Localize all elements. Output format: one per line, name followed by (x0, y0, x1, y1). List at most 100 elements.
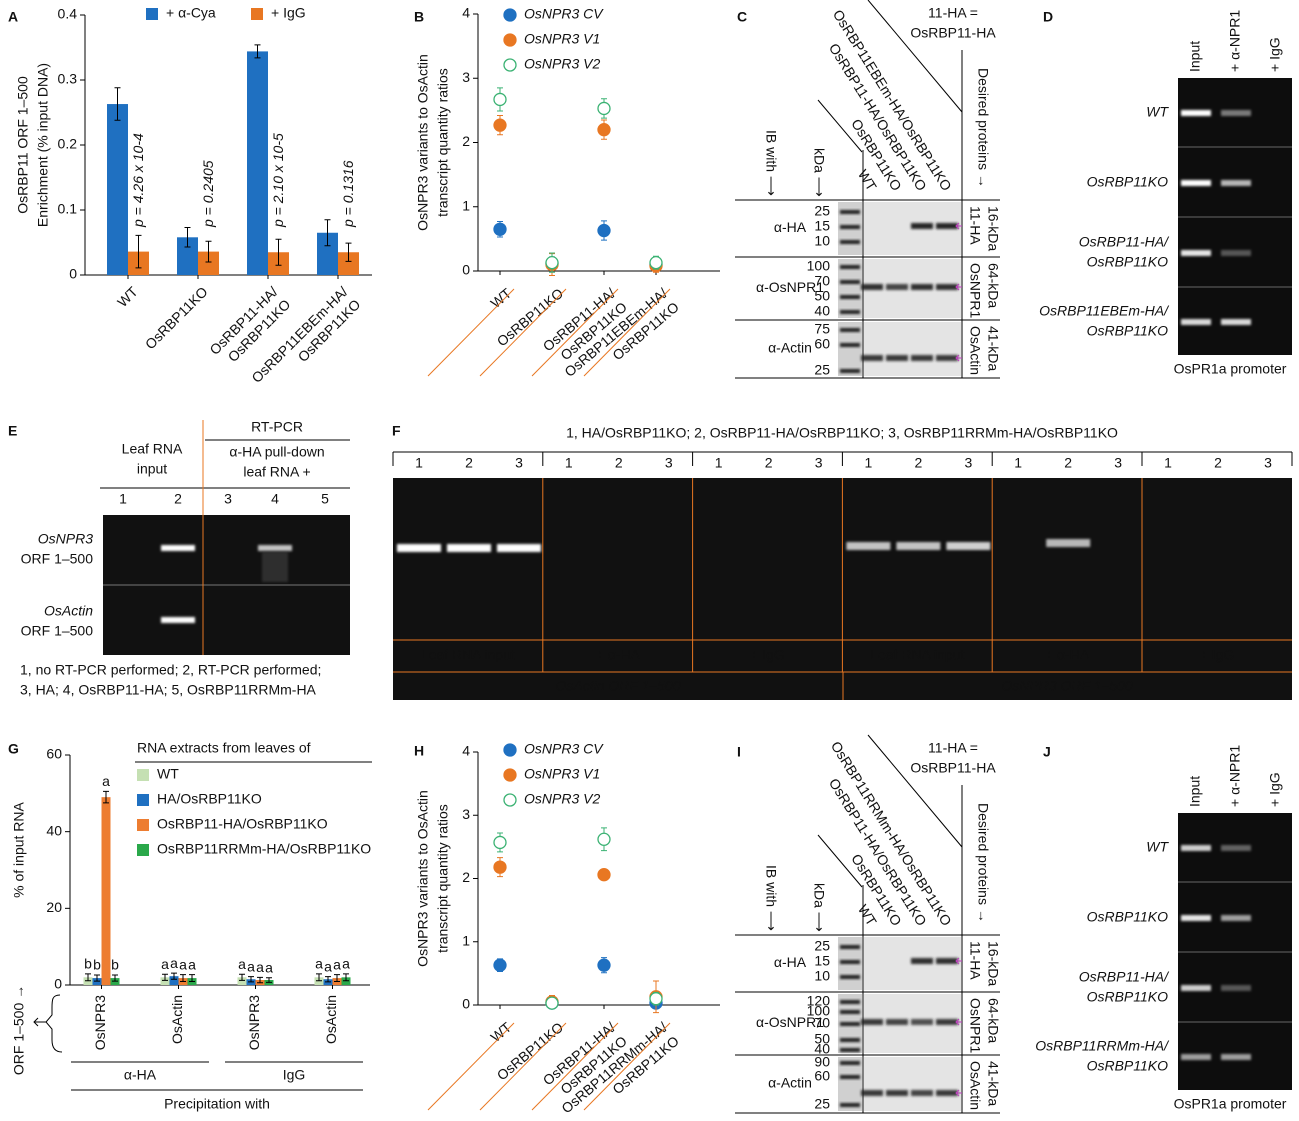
legend-swatch (137, 769, 149, 781)
marker-band (840, 240, 860, 244)
row-label: OsRBP11-HA/ (1079, 234, 1170, 250)
row-label: OsRBP11-HA/ (1079, 969, 1170, 985)
group-label: + IgG (1200, 647, 1235, 663)
point (493, 92, 507, 107)
x-tick-label: OsRBP11KO (142, 283, 211, 352)
header: leaf RNA + (243, 464, 310, 480)
bar (317, 232, 338, 275)
marker-lane (838, 1057, 862, 1111)
antibody-label: α-HA (774, 954, 807, 970)
protein-label: 11-HA (967, 941, 983, 980)
error-bar (162, 973, 168, 981)
lane-label: 3 (1114, 455, 1122, 471)
gel-band (497, 544, 541, 552)
point (597, 868, 611, 882)
x-tick-label: OsNPR3 (246, 995, 262, 1050)
gel-band (1181, 985, 1211, 991)
panel-letter: E (8, 423, 17, 439)
marker-label: 50 (814, 1031, 830, 1047)
gel-band (1181, 110, 1211, 116)
blot-band (936, 284, 958, 290)
y-axis-label: Enrichment (% input DNA) (35, 63, 51, 227)
gel-band (896, 542, 941, 550)
lane-label: Input (1187, 776, 1203, 807)
header-rule (867, 0, 963, 113)
x-tick-label-group: OsNPR3 (92, 995, 108, 1050)
lane-label: 5 (321, 491, 329, 507)
band-arrow (955, 283, 962, 291)
point (649, 255, 663, 270)
y-tick-label: 1 (462, 197, 470, 213)
point (597, 101, 611, 116)
x-tick-label-group: OsNPR3 (246, 995, 262, 1050)
marker-band (840, 310, 860, 314)
legend-marker (503, 768, 517, 782)
legend-swatch (251, 8, 263, 20)
lane-label: 1 (1164, 455, 1172, 471)
lane-label: 3 (515, 455, 523, 471)
gel-band (1221, 110, 1251, 116)
marker-label: 120 (807, 993, 831, 1009)
error-bar (184, 227, 191, 248)
category-underline (531, 1022, 619, 1111)
x-tick-label: OsNPR3 (92, 995, 108, 1050)
blot-band (861, 284, 883, 290)
marker-band (840, 1061, 860, 1065)
marker-label: 25 (814, 203, 830, 219)
blot-image (864, 1057, 961, 1111)
antibody-label: α-HA (774, 219, 807, 235)
lane-label: 2 (465, 455, 473, 471)
size-label: 64-kDa (985, 263, 1001, 308)
header-rule (867, 734, 963, 848)
caption: OsPR1a promoter (1174, 361, 1287, 377)
point (597, 832, 611, 846)
lane-label: 2 (1214, 455, 1222, 471)
category-underline (479, 1022, 567, 1111)
lane-label: 1 (865, 455, 873, 471)
group-label: + α-HA (1045, 647, 1090, 663)
significance-letter: b (84, 956, 92, 972)
x-tick-label: WT (487, 1019, 514, 1046)
marker-band (840, 1075, 860, 1079)
error-bar (324, 219, 331, 247)
marker-band (840, 369, 860, 373)
x-tick-label: WT (487, 285, 514, 312)
lane-label: 1 (119, 491, 127, 507)
gel-band (1221, 845, 1251, 851)
significance-letter: a (161, 956, 169, 972)
group-label: + α-HA (596, 647, 641, 663)
error-bar (114, 87, 121, 121)
blot-band (936, 1019, 958, 1025)
row-label: ORF 1–500 (21, 551, 94, 567)
row-label: OsRBP11KO (1087, 989, 1169, 1005)
significance-letter: a (247, 958, 255, 974)
lane-label: 3 (224, 491, 232, 507)
significance-letter: a (170, 955, 178, 971)
size-label: 41-kDa (985, 1061, 1001, 1106)
desired-label: Desired proteins → (975, 803, 991, 923)
gel-band (1181, 845, 1211, 851)
marker-label: 50 (814, 288, 830, 304)
category-underline (427, 288, 515, 377)
point (597, 958, 611, 972)
panel-letter: C (737, 9, 747, 25)
footnote: 3, HA; 4, OsRBP11-HA; 5, OsRBP11RRMm-HA (20, 682, 317, 698)
y-tick-label: 40 (46, 822, 62, 838)
size-label: 16-kDa (985, 206, 1001, 251)
blot-band (861, 1090, 883, 1096)
legend-label: OsNPR3 V2 (524, 56, 600, 72)
row-label: OsRBP11KO (1087, 1058, 1169, 1074)
blot-band (886, 1090, 908, 1096)
y-axis-label: transcript quantity ratios (435, 804, 451, 953)
category-underline (531, 288, 619, 377)
y-tick-label: 0.1 (58, 201, 78, 217)
marker-band (840, 960, 860, 964)
error-bar (275, 238, 282, 266)
y-tick-label: 0.3 (58, 71, 78, 87)
blot-band (911, 1090, 933, 1096)
y-tick-label: 0 (54, 976, 62, 992)
gel-band (1181, 319, 1211, 325)
error-bar (189, 974, 195, 983)
header: Leaf RNA (122, 441, 183, 457)
legend-label: OsRBP11-HA/OsRBP11KO (157, 816, 328, 832)
